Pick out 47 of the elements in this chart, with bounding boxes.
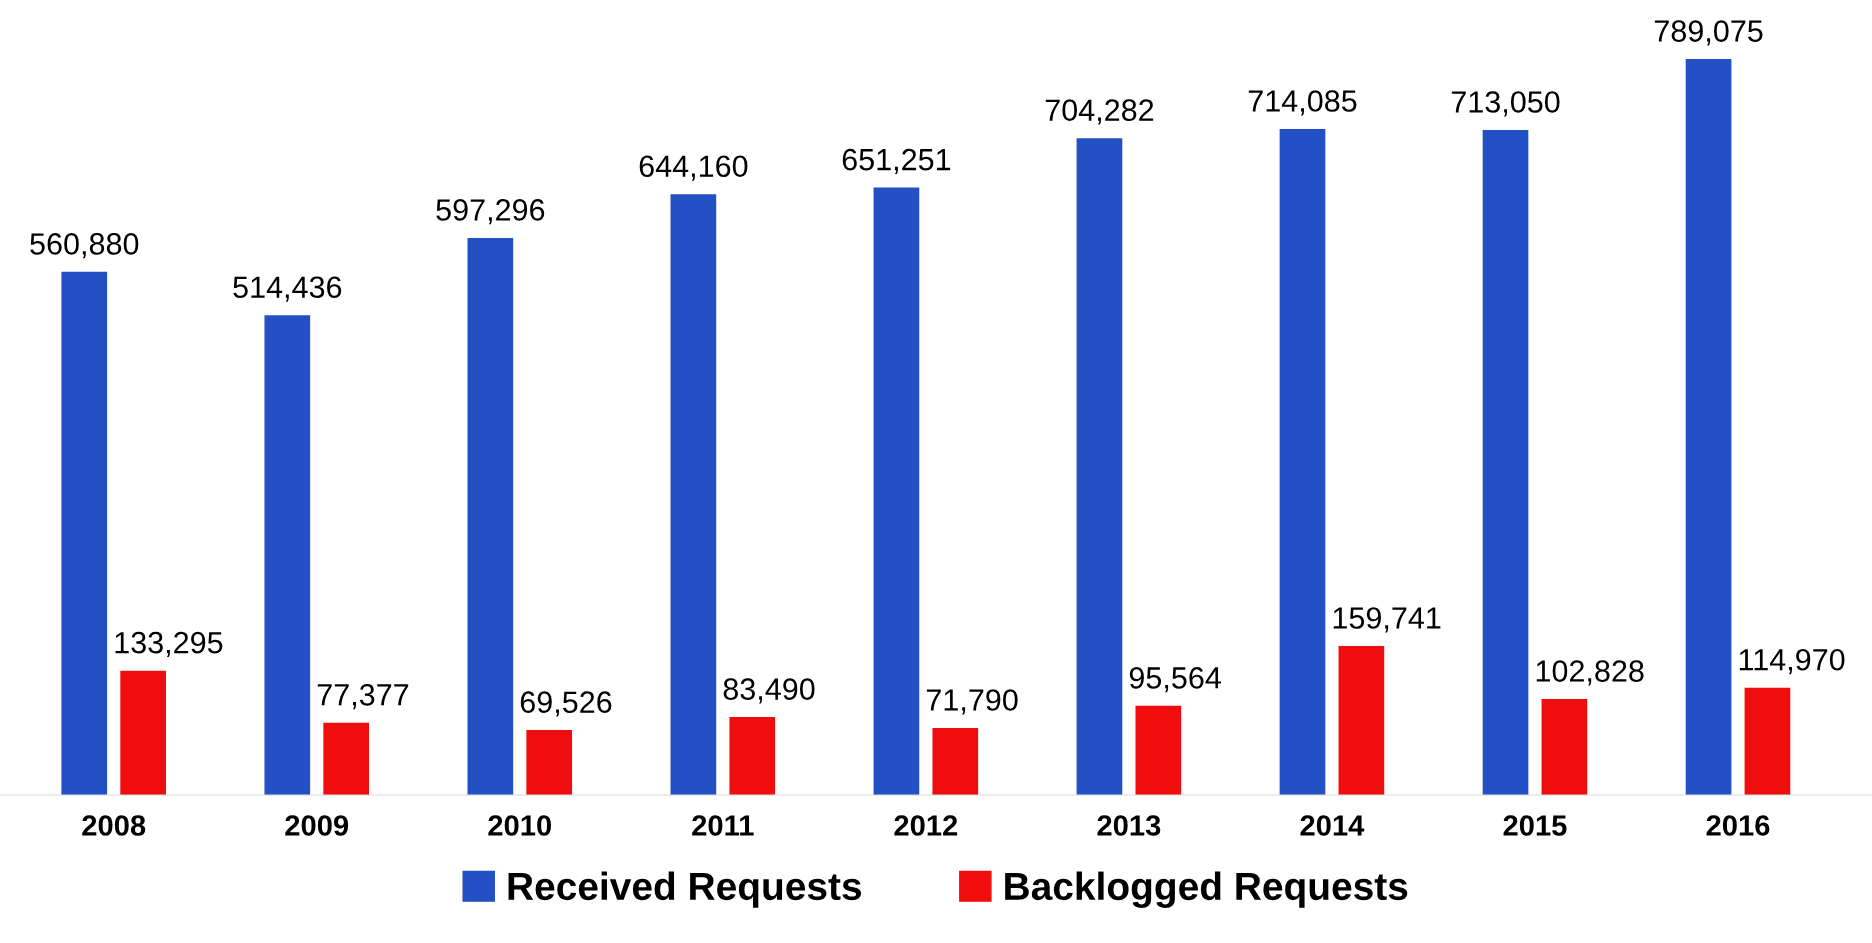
data-label: 69,526 <box>520 691 612 717</box>
data-label: 713,050 <box>1451 91 1560 117</box>
data-label: 95,564 <box>1129 667 1221 693</box>
data-label: 704,282 <box>1045 99 1154 125</box>
legend-label: Received Requests <box>508 871 862 908</box>
data-label: 102,828 <box>1536 660 1644 686</box>
data-label: 114,970 <box>1739 648 1845 675</box>
bar <box>120 670 166 795</box>
bar <box>729 717 776 795</box>
bar <box>932 728 979 795</box>
data-label: 514,436 <box>233 276 342 302</box>
x-tick-label: 2015 <box>1503 815 1567 836</box>
bar <box>264 315 311 795</box>
data-label: 597,296 <box>436 199 545 225</box>
bar <box>1482 129 1529 795</box>
x-tick-label: 2011 <box>692 815 754 836</box>
data-label: 644,160 <box>639 155 748 181</box>
x-tick-label: 2008 <box>82 815 146 836</box>
bar <box>1338 645 1385 795</box>
x-tick-label: 2010 <box>488 815 552 836</box>
bar <box>323 722 370 795</box>
x-tick-label: 2009 <box>285 815 349 836</box>
x-tick-label: 2014 <box>1300 815 1365 836</box>
x-tick-label: 2012 <box>894 815 958 836</box>
data-label: 133,295 <box>115 631 223 658</box>
bar <box>1541 699 1588 795</box>
data-label: 560,880 <box>30 233 139 259</box>
bar <box>873 187 920 795</box>
x-tick-label: 2016 <box>1706 815 1770 836</box>
bar <box>526 730 573 795</box>
bar <box>467 237 514 795</box>
data-label: 71,790 <box>926 689 1018 715</box>
bar <box>670 194 717 795</box>
data-label: 77,377 <box>317 684 409 710</box>
x-tick-label: 2013 <box>1097 815 1161 836</box>
bar <box>1135 705 1182 795</box>
bar <box>1744 687 1791 795</box>
bar <box>1279 128 1326 795</box>
data-label: 83,490 <box>723 678 815 704</box>
bar <box>61 271 108 795</box>
bar <box>1076 138 1123 795</box>
bar <box>1685 59 1732 795</box>
data-label: 159,741 <box>1333 607 1441 633</box>
legend-label: Backlogged Requests <box>1005 871 1408 908</box>
data-label: 651,251 <box>842 148 951 175</box>
data-label: 714,085 <box>1248 90 1357 116</box>
data-label: 789,075 <box>1654 20 1763 46</box>
